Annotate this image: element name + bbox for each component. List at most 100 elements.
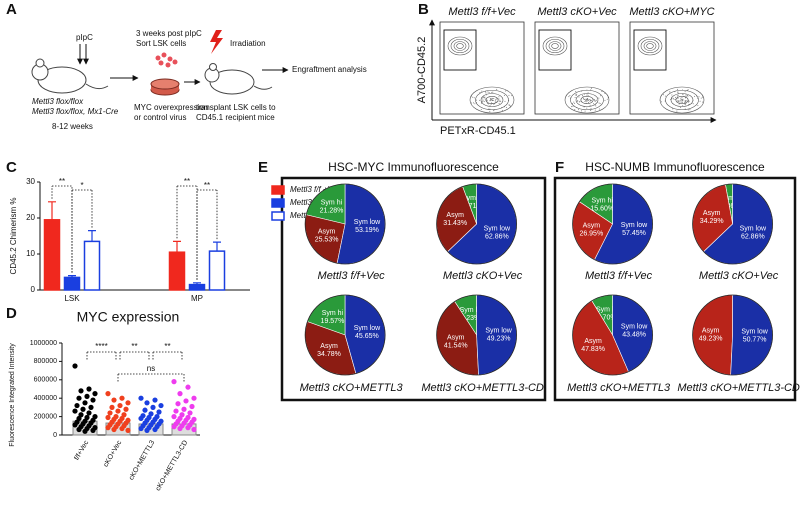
flow-event <box>573 101 575 103</box>
slice-label: Sym hi <box>460 307 482 314</box>
flow-event <box>574 97 576 99</box>
data-point <box>76 395 82 401</box>
flow-event <box>586 101 588 103</box>
schematic-text: Engraftment analysis <box>292 65 367 74</box>
flow-event <box>482 101 484 103</box>
panel-label: A <box>6 1 17 18</box>
panel-label: C <box>6 159 17 176</box>
flow-contour <box>480 93 504 107</box>
significance-label: **** <box>95 342 107 351</box>
data-point <box>105 414 111 421</box>
recipient-mouse <box>204 63 273 95</box>
flow-event <box>484 96 486 98</box>
flow-event <box>495 98 497 100</box>
flow-contour <box>575 93 599 107</box>
flow-event <box>672 108 674 110</box>
flow-event <box>679 100 681 102</box>
flow-event <box>576 93 578 95</box>
y-tick-label: 20 <box>26 213 35 222</box>
data-point <box>72 363 78 369</box>
flow-event <box>498 103 500 105</box>
pie-outline <box>572 183 653 265</box>
slice-value: 53.19% <box>355 227 379 234</box>
schematic-text: Sort LSK cells <box>136 39 186 48</box>
culture-dish <box>150 78 180 96</box>
flow-event <box>694 95 696 97</box>
flow-event <box>473 102 475 104</box>
flow-event <box>688 101 690 103</box>
flow-event <box>490 99 492 101</box>
schematic-text: Irradiation <box>230 39 266 48</box>
slice-label: Sym low <box>741 328 768 335</box>
bar <box>188 283 206 291</box>
slice-value: 26.95% <box>579 230 603 237</box>
slice-value: 9.23% <box>460 315 480 322</box>
flow-event <box>504 90 506 92</box>
data-point <box>117 402 123 409</box>
flow-event <box>511 95 513 97</box>
x-tick-label: cKO+METTL3 <box>128 439 156 481</box>
panel-label: E <box>258 159 268 176</box>
slice-value: 62.86% <box>485 233 509 240</box>
slice-label: Asym <box>320 343 338 350</box>
data-point <box>158 402 164 409</box>
flow-title: Mettl3 cKO+Vec <box>537 6 617 18</box>
slice-value: 15.60% <box>590 205 614 212</box>
flow-event <box>578 96 580 98</box>
flow-event <box>682 105 684 107</box>
flow-event <box>702 101 704 103</box>
flow-event <box>687 109 689 111</box>
flow-event <box>689 109 691 111</box>
significance-label: ** <box>184 177 190 186</box>
error-bar <box>48 201 56 220</box>
flow-event <box>687 95 689 97</box>
flow-event <box>604 92 606 94</box>
flow-event <box>488 91 490 93</box>
flow-event <box>680 106 682 108</box>
flow-event <box>583 106 585 108</box>
data-point <box>90 397 96 403</box>
flow-event <box>489 100 491 102</box>
y-tick-label: 10 <box>26 249 35 258</box>
data-point <box>80 406 86 412</box>
legend-label: Mettl3 f/f +Vec <box>290 185 341 194</box>
flow-contour <box>450 38 470 54</box>
flow-event <box>677 98 679 100</box>
data-point <box>152 426 158 433</box>
flow-contour <box>643 41 657 51</box>
flow-event <box>662 94 664 96</box>
data-point <box>88 404 94 410</box>
data-point <box>84 393 90 399</box>
slice-value: 8.70% <box>597 315 617 322</box>
data-point <box>72 408 78 414</box>
flow-gate <box>538 29 572 71</box>
bar <box>208 250 226 291</box>
donor-mouse <box>31 58 109 94</box>
data-point <box>185 425 191 431</box>
flow-event <box>682 101 684 103</box>
legend-swatch <box>271 211 285 221</box>
flow-event <box>491 99 493 101</box>
flow-event <box>581 110 583 112</box>
data-point <box>76 426 82 433</box>
slice-value: 25.53% <box>315 237 339 244</box>
flow-event <box>684 97 686 99</box>
flow-event <box>480 102 482 104</box>
flow-contour <box>542 36 568 56</box>
flow-plot-frame <box>534 21 620 115</box>
flow-event <box>685 94 687 96</box>
flow-contour <box>475 89 509 111</box>
legend-swatch <box>271 185 285 195</box>
slice-value: 50.77% <box>743 336 767 343</box>
flow-event <box>588 101 590 103</box>
flow-event <box>700 97 702 99</box>
flow-event <box>498 96 500 98</box>
pie-caption: Mettl3 f/f+Vec <box>585 270 653 282</box>
flow-event <box>490 98 492 100</box>
data-point <box>152 397 158 403</box>
flow-contour <box>640 38 660 54</box>
flow-event <box>491 102 493 104</box>
data-point <box>191 395 197 401</box>
data-point <box>86 386 92 392</box>
slice-label: Sym hi <box>322 310 344 317</box>
